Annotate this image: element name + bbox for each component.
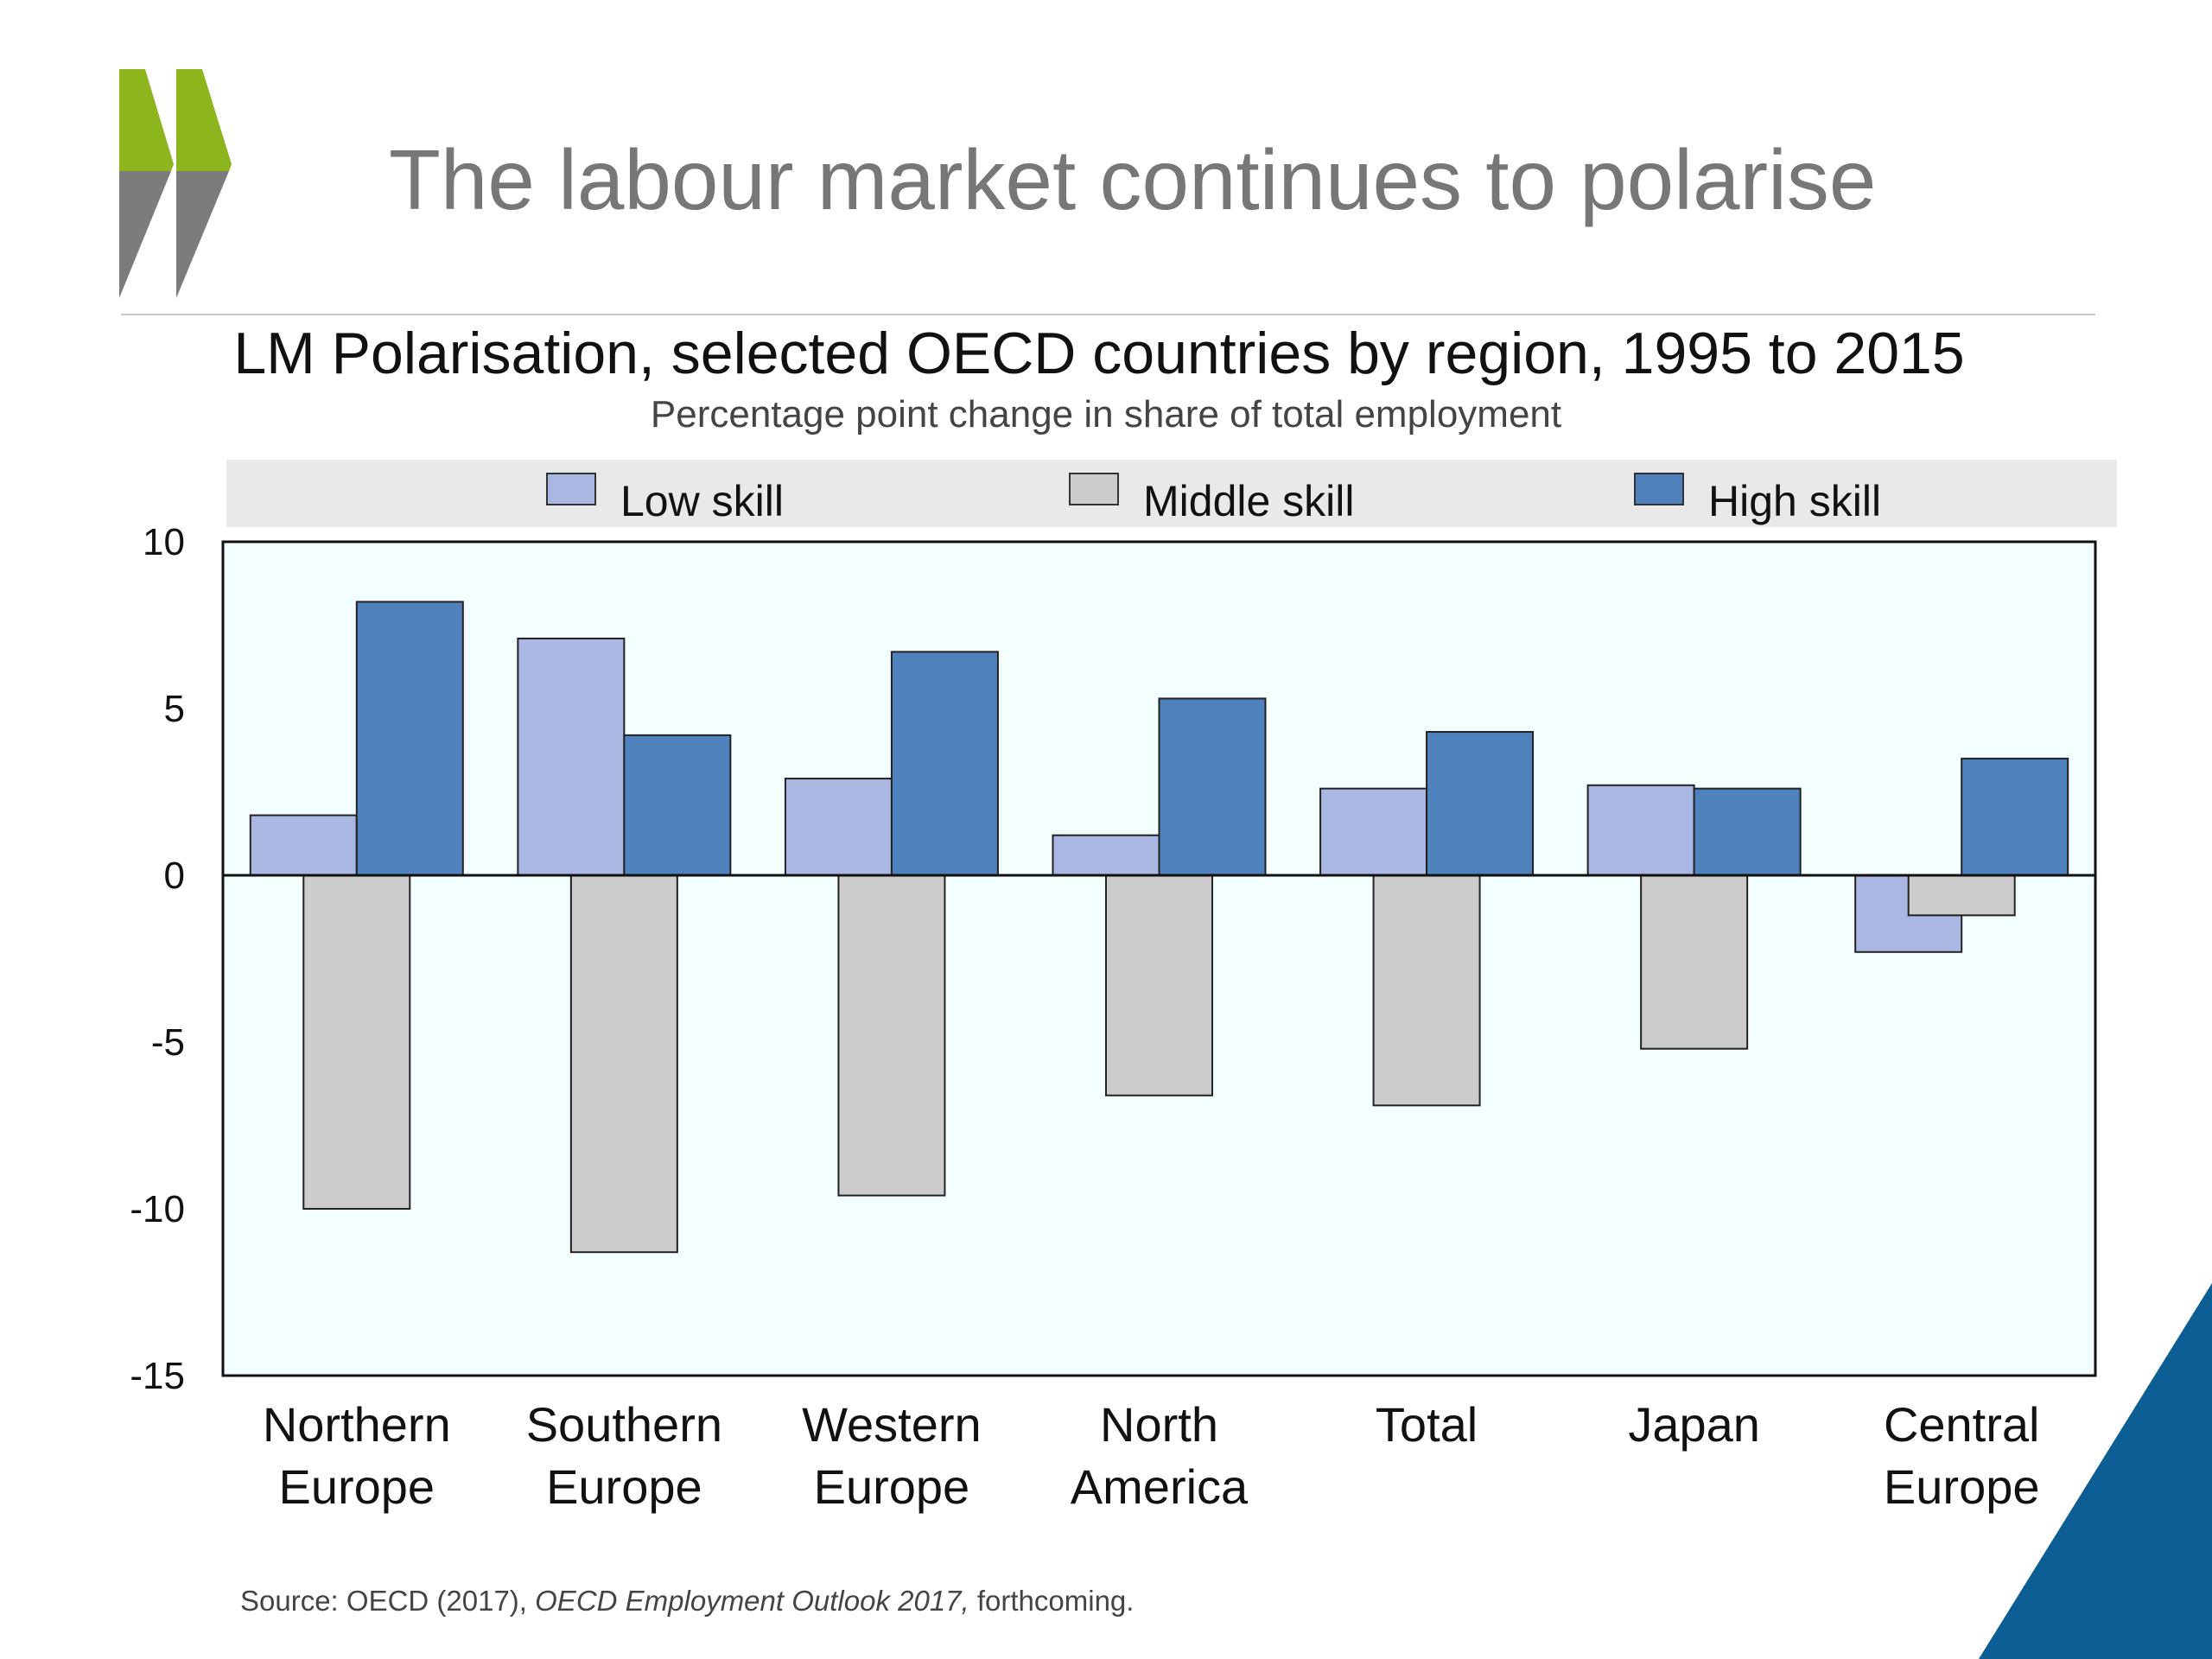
x-category-label: Japan — [1628, 1397, 1760, 1452]
x-category-label-line: North — [1100, 1397, 1218, 1452]
bar-middle-skill-japan — [1640, 874, 1749, 1050]
chart-subtitle: Percentage point change in share of tota… — [651, 393, 1561, 435]
x-category-label: Central Europe — [1884, 1397, 2040, 1514]
bar-low-skill-northern-europe — [249, 814, 358, 877]
legend-label-middle-skill: Middle skill — [1143, 477, 1355, 525]
bar-middle-skill-total — [1372, 874, 1481, 1107]
x-category-label: Northern Europe — [263, 1397, 451, 1514]
logo-chevron-gray-left — [119, 171, 171, 298]
x-category-label-line: Western — [802, 1397, 981, 1452]
bar-high-skill-western-europe — [890, 651, 999, 876]
bar-middle-skill-central-europe — [1907, 874, 2016, 917]
bar-high-skill-japan — [1693, 787, 1802, 877]
x-category-label: North America — [1071, 1397, 1249, 1514]
x-category-label-line: Europe — [278, 1459, 435, 1514]
x-category-label-line: Europe — [546, 1459, 702, 1514]
x-category-label: Southern Europe — [526, 1397, 722, 1514]
x-axis-labels: Northern Europe Southern Europe Western Europ… — [263, 1397, 2040, 1514]
y-tick-label: -5 — [151, 1021, 185, 1064]
oecd-logo — [119, 69, 232, 298]
bar-high-skill-northern-europe — [355, 601, 464, 876]
y-tick-label: 0 — [164, 855, 185, 897]
source-publication: OECD Employment Outlook 2017, — [535, 1585, 969, 1617]
bar-middle-skill-northern-europe — [302, 874, 411, 1210]
y-tick-label: 10 — [143, 521, 185, 563]
legend-label-high-skill: High skill — [1708, 477, 1881, 525]
title-divider — [121, 314, 2095, 315]
chart-legend: Low skill Middle skill High skill — [546, 473, 1881, 525]
source-prefix: Source: OECD (2017), — [240, 1585, 536, 1617]
y-tick-label: 5 — [164, 688, 185, 730]
bar-high-skill-southern-europe — [623, 734, 732, 876]
logo-chevron-gray-right — [176, 171, 229, 298]
x-category-label-line: Total — [1376, 1397, 1478, 1452]
bar-low-skill-western-europe — [784, 778, 893, 876]
x-category-label-line: America — [1071, 1459, 1249, 1514]
x-category-label-line: Central — [1884, 1397, 2040, 1452]
legend-swatch-middle-skill — [1069, 473, 1119, 505]
bar-high-skill-central-europe — [1961, 757, 2069, 877]
x-category-label-line: Northern — [263, 1397, 451, 1452]
source-note: Source: OECD (2017), OECD Employment Out… — [240, 1585, 1134, 1618]
bar-low-skill-total — [1319, 787, 1428, 877]
chart-title: LM Polarisation, selected OECD countries… — [233, 321, 1964, 386]
slide-title: The labour market continues to polarise — [389, 132, 1877, 227]
x-category-label-line: Europe — [1884, 1459, 2040, 1514]
x-category-label-line: Southern — [526, 1397, 722, 1452]
y-axis-ticks: 10 5 0 -5 -10 -15 — [130, 521, 185, 1397]
x-category-label-line: Europe — [814, 1459, 970, 1514]
x-category-label: Total — [1376, 1397, 1478, 1452]
y-tick-label: -10 — [130, 1188, 185, 1230]
bar-middle-skill-western-europe — [837, 874, 946, 1197]
bar-high-skill-total — [1426, 731, 1535, 877]
logo-chevron-green-left — [119, 69, 174, 171]
legend-swatch-low-skill — [546, 473, 596, 505]
x-category-label-line: Japan — [1628, 1397, 1760, 1452]
logo-chevron-green-right — [176, 69, 232, 171]
legend-label-low-skill: Low skill — [620, 477, 784, 525]
x-category-label: Western Europe — [802, 1397, 981, 1514]
legend-swatch-high-skill — [1634, 473, 1684, 505]
plot-frame — [221, 540, 2097, 1377]
bar-middle-skill-north-america — [1105, 874, 1213, 1096]
bar-low-skill-japan — [1586, 784, 1695, 877]
bars-group — [249, 601, 2069, 1254]
source-suffix: forthcoming. — [969, 1585, 1135, 1617]
bar-high-skill-north-america — [1158, 697, 1267, 876]
y-tick-label: -15 — [130, 1355, 185, 1397]
legend-background — [226, 460, 2117, 527]
bar-low-skill-southern-europe — [517, 637, 626, 876]
bar-middle-skill-southern-europe — [569, 874, 678, 1254]
bar-low-skill-north-america — [1052, 834, 1160, 876]
